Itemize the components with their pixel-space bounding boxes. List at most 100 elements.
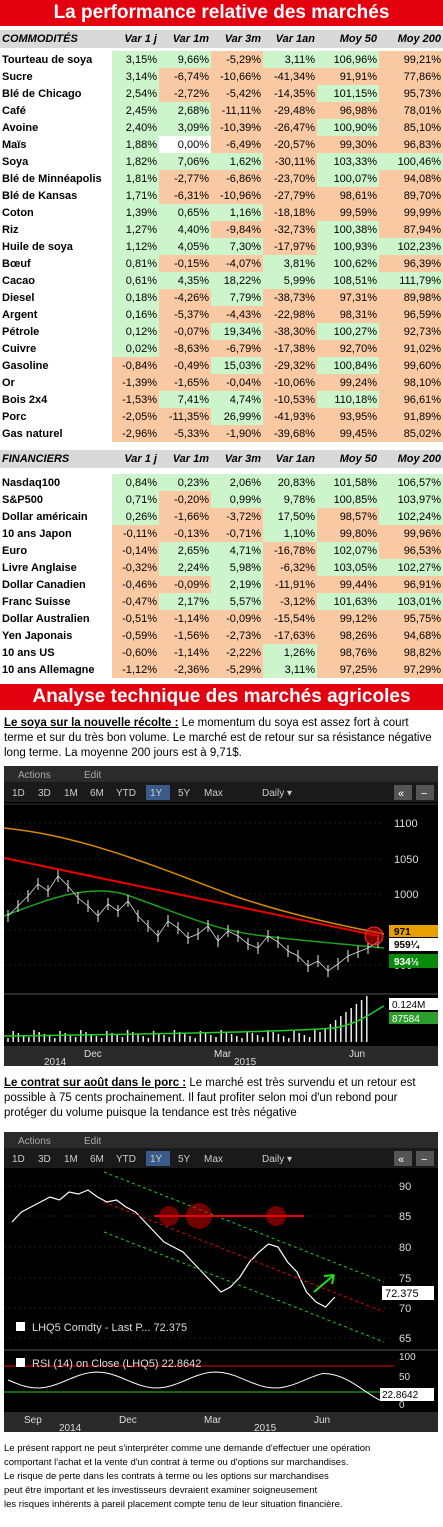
- row-value: 97,25%: [317, 661, 379, 678]
- period-button[interactable]: 6M: [90, 1154, 104, 1165]
- row-value: 98,31%: [317, 306, 379, 323]
- table-row: 10 ans Allemagne -1,12% -2,36% -5,29% 3,11% 9…: [0, 661, 443, 678]
- row-value: -6,79%: [211, 340, 263, 357]
- actions-menu[interactable]: Actions: [18, 770, 51, 781]
- period-button[interactable]: 1Y: [150, 1154, 163, 1165]
- row-value: 99,24%: [317, 374, 379, 391]
- performance-banner: La performance relative des marchés: [0, 0, 443, 26]
- row-value: -30,11%: [263, 153, 317, 170]
- minus-button[interactable]: [416, 1151, 434, 1166]
- minus-icon: −: [421, 1154, 427, 1166]
- period-button[interactable]: 1D: [12, 1154, 25, 1165]
- pork-chart-svg: Actions Edit 1D 3D 1M 6M YTD 1Y 5Y Max Daily ▾ …: [4, 1132, 438, 1432]
- row-name: Argent: [0, 306, 112, 323]
- row-value: -29,48%: [263, 102, 317, 119]
- row-value: 3,11%: [263, 51, 317, 68]
- row-value: 1,16%: [211, 204, 263, 221]
- edit-menu[interactable]: Edit: [84, 770, 101, 781]
- x-month: Dec: [84, 1049, 102, 1060]
- period-button[interactable]: 5Y: [178, 788, 191, 799]
- period-button[interactable]: 5Y: [178, 1154, 191, 1165]
- channel-upper: [103, 1171, 385, 1283]
- row-value: -0,59%: [112, 627, 159, 644]
- period-button[interactable]: YTD: [116, 1154, 136, 1165]
- row-value: -1,56%: [159, 627, 211, 644]
- row-name: Soya: [0, 153, 112, 170]
- row-value: 2,24%: [159, 559, 211, 576]
- row-name: 10 ans Allemagne: [0, 661, 112, 678]
- row-name: Euro: [0, 542, 112, 559]
- daily-select[interactable]: Daily ▾: [262, 1154, 292, 1165]
- tick: 1050: [394, 854, 418, 866]
- minus-button[interactable]: [416, 785, 434, 800]
- period-button[interactable]: 1Y: [150, 788, 163, 799]
- row-value: 100,85%: [317, 491, 379, 508]
- row-value: -0,51%: [112, 610, 159, 627]
- period-button[interactable]: 3D: [38, 788, 51, 799]
- row-value: -15,54%: [263, 610, 317, 627]
- row-value: 100,62%: [317, 255, 379, 272]
- period-button[interactable]: 1D: [12, 788, 25, 799]
- table-row: Sucre 3,14% -6,74% -10,66% -41,34% 91,91% 77,8…: [0, 68, 443, 85]
- period-button[interactable]: 1M: [64, 1154, 78, 1165]
- minus-icon: −: [421, 788, 427, 800]
- row-value: 94,08%: [379, 170, 443, 187]
- period-button[interactable]: 1M: [64, 788, 78, 799]
- table-row: Pétrole 0,12% -0,07% 19,34% -38,30% 100,27% 92…: [0, 323, 443, 340]
- tick: 65: [399, 1333, 411, 1345]
- period-button[interactable]: Max: [204, 1154, 223, 1165]
- row-value: 99,44%: [317, 576, 379, 593]
- row-value: 100,27%: [317, 323, 379, 340]
- row-value: -0,13%: [159, 525, 211, 542]
- row-value: 99,80%: [317, 525, 379, 542]
- row-name: Cacao: [0, 272, 112, 289]
- row-value: -6,49%: [211, 136, 263, 153]
- row-value: 98,76%: [317, 644, 379, 661]
- x-month: Sep: [24, 1415, 42, 1426]
- table-row: Diesel 0,18% -4,26% 7,79% -38,73% 97,31% 89,98…: [0, 289, 443, 306]
- actions-menu[interactable]: Actions: [18, 1136, 51, 1147]
- row-value: 77,86%: [379, 68, 443, 85]
- col-header: Moy 200: [379, 30, 443, 48]
- back-button[interactable]: [394, 785, 412, 800]
- col-header: Var 1 j: [112, 450, 159, 468]
- row-value: 100,07%: [317, 170, 379, 187]
- row-value: 100,90%: [317, 119, 379, 136]
- row-value: 98,61%: [317, 187, 379, 204]
- commodities-table: COMMODITÉS Var 1 j Var 1m Var 3m Var 1an…: [0, 30, 443, 442]
- row-value: -5,29%: [211, 661, 263, 678]
- period-button[interactable]: YTD: [116, 788, 136, 799]
- row-value: 2,17%: [159, 593, 211, 610]
- back-button[interactable]: [394, 1151, 412, 1166]
- table-row: S&P500 0,71% -0,20% 0,99% 9,78% 100,85% 103,97…: [0, 491, 443, 508]
- row-value: -6,31%: [159, 187, 211, 204]
- row-name: Blé de Chicago: [0, 85, 112, 102]
- row-value: 0,65%: [159, 204, 211, 221]
- row-value: -26,47%: [263, 119, 317, 136]
- row-name: Café: [0, 102, 112, 119]
- row-name: Huile de soya: [0, 238, 112, 255]
- period-active-bg: [146, 785, 170, 800]
- row-value: -1,66%: [159, 508, 211, 525]
- table-row: Franc Suisse -0,47% 2,17% 5,57% -3,12% 101,63…: [0, 593, 443, 610]
- period-button[interactable]: 3D: [38, 1154, 51, 1165]
- row-name: Diesel: [0, 289, 112, 306]
- row-name: S&P500: [0, 491, 112, 508]
- table-row: 10 ans US -0,60% -1,14% -2,22% 1,26% 98,76% 98…: [0, 644, 443, 661]
- period-button[interactable]: 6M: [90, 788, 104, 799]
- col-header: Var 1m: [159, 450, 211, 468]
- table-row: Nasdaq100 0,84% 0,23% 2,06% 20,83% 101,58% 106…: [0, 474, 443, 491]
- daily-select[interactable]: Daily ▾: [262, 788, 292, 799]
- volume-ma-label: 87584: [392, 1014, 420, 1025]
- row-value: 2,54%: [112, 85, 159, 102]
- edit-menu[interactable]: Edit: [84, 1136, 101, 1147]
- period-button[interactable]: Max: [204, 788, 223, 799]
- row-value: 0,81%: [112, 255, 159, 272]
- row-value: -1,39%: [112, 374, 159, 391]
- tick: 50: [399, 1372, 411, 1383]
- financials-title: FINANCIERS: [0, 450, 112, 468]
- table-row: Blé de Chicago 2,54% -2,72% -5,42% -14,35% 10…: [0, 85, 443, 102]
- table-row: Bœuf 0,81% -0,15% -4,07% 3,81% 100,62% 96,39%: [0, 255, 443, 272]
- row-value: -2,96%: [112, 425, 159, 442]
- row-value: 91,91%: [317, 68, 379, 85]
